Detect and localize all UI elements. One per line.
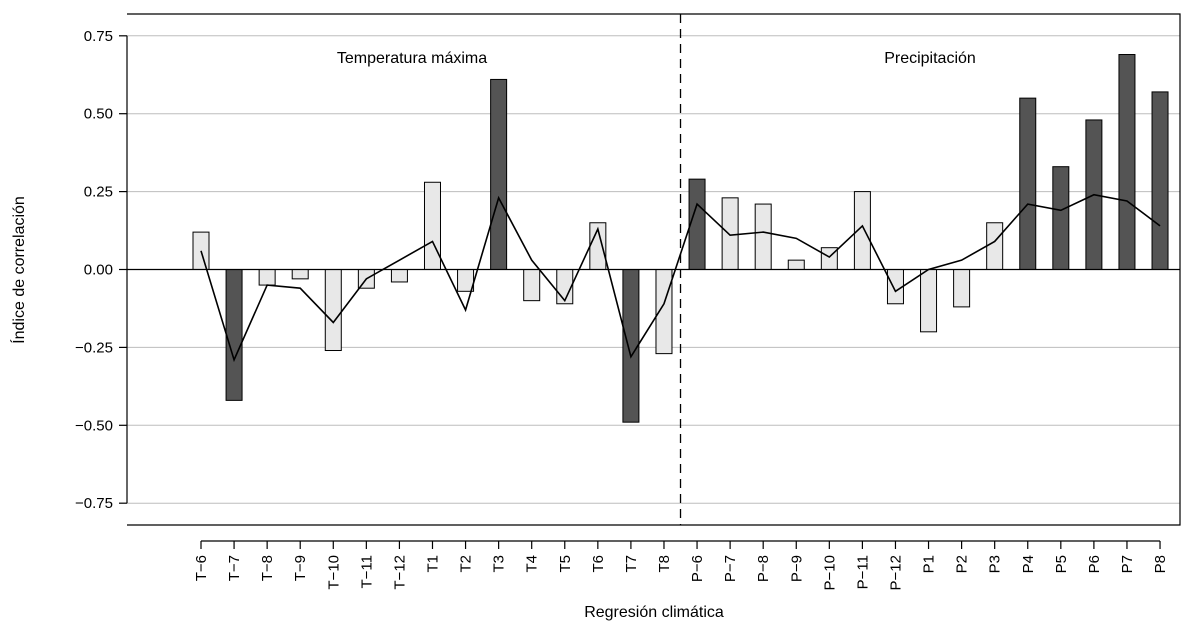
trend-line: [200, 193, 1161, 363]
x-axis: T−6 T−7 T−8 T−9 T−10 T−11 T−12 T1 T2 T3 T4 T5 T6 T7 T8…: [193, 540, 1169, 590]
x-tick-label-1: T−7: [226, 555, 243, 581]
plot-frame: [127, 13, 1181, 526]
x-tick-label-20: P−11: [854, 555, 871, 589]
bar-18: [787, 259, 805, 270]
bar-23: [953, 269, 971, 308]
x-tick-label-9: T3: [491, 555, 508, 573]
bar-3: [291, 269, 309, 280]
x-tick-label-6: T−12: [391, 555, 408, 590]
x-tick-label-18: P−9: [788, 555, 805, 582]
trend-line-layer: [200, 14, 1161, 525]
x-tick-label-23: P2: [954, 555, 971, 573]
x-tick-label-28: P7: [1119, 555, 1136, 573]
bar-4: [324, 269, 342, 352]
panel-label-temperature: Temperatura máxima: [337, 50, 487, 67]
x-tick-label-5: T−11: [358, 555, 375, 589]
bar-21: [886, 269, 904, 305]
bar-28: [1118, 54, 1136, 271]
x-tick-label-27: P6: [1086, 555, 1103, 573]
bar-22: [920, 269, 938, 333]
y-tick-label-2: −0.25: [75, 339, 113, 356]
y-tick-label-3: 0.00: [84, 262, 113, 279]
bar-26: [1052, 166, 1070, 270]
bars: [127, 54, 1180, 423]
x-tick-label-12: T6: [590, 555, 607, 573]
bar-29: [1151, 91, 1169, 271]
x-tick-label-3: T−9: [292, 555, 309, 581]
y-tick-label-0: −0.75: [75, 495, 113, 512]
bar-10: [523, 269, 541, 302]
x-tick-label-10: T4: [524, 555, 541, 573]
x-tick-label-16: P−7: [722, 555, 739, 582]
x-tick-label-19: P−10: [821, 555, 838, 590]
bar-1: [225, 269, 243, 401]
grid-lines: [127, 35, 1180, 504]
x-tick-label-8: T2: [458, 555, 475, 573]
x-tick-label-26: P5: [1053, 555, 1070, 573]
bar-8: [457, 269, 475, 292]
frame-border: [127, 13, 1181, 526]
x-tick-label-4: T−10: [325, 555, 342, 590]
bar-6: [390, 269, 408, 283]
y-tick-label-5: 0.50: [84, 106, 113, 123]
bar-25: [1019, 97, 1037, 270]
x-tick-label-14: T8: [656, 555, 673, 573]
x-tick-label-21: P−12: [887, 555, 904, 590]
bar-9: [490, 78, 508, 271]
x-tick-label-22: P1: [921, 555, 938, 573]
x-tick-label-0: T−6: [193, 555, 210, 581]
x-tick-label-24: P3: [987, 555, 1004, 573]
y-tick-label-1: −0.50: [75, 417, 113, 434]
bar-24: [986, 222, 1004, 270]
x-tick-label-7: T1: [424, 555, 441, 573]
y-tick-label-4: 0.25: [84, 184, 113, 201]
x-tick-label-29: P8: [1152, 555, 1169, 573]
x-tick-label-25: P4: [1020, 555, 1037, 573]
x-tick-label-17: P−8: [755, 555, 772, 582]
bar-7: [423, 181, 441, 270]
x-tick-label-11: T5: [557, 555, 574, 573]
x-tick-label-13: T7: [623, 555, 640, 573]
bar-2: [258, 269, 276, 286]
x-tick-label-2: T−8: [259, 555, 276, 581]
y-axis: −0.75 −0.50 −0.25 0.00 0.25 0.50 0.75: [75, 28, 128, 512]
bar-16: [721, 197, 739, 270]
bar-15: [688, 178, 706, 270]
y-axis-title: Índice de correlación: [9, 196, 28, 344]
x-tick-label-15: P−6: [689, 555, 706, 582]
bar-17: [754, 203, 772, 271]
x-axis-title: Regresión climática: [584, 604, 724, 621]
y-tick-label-6: 0.75: [84, 28, 113, 45]
panel-label-precipitation: Precipitación: [884, 50, 976, 67]
bar-13: [622, 269, 640, 423]
